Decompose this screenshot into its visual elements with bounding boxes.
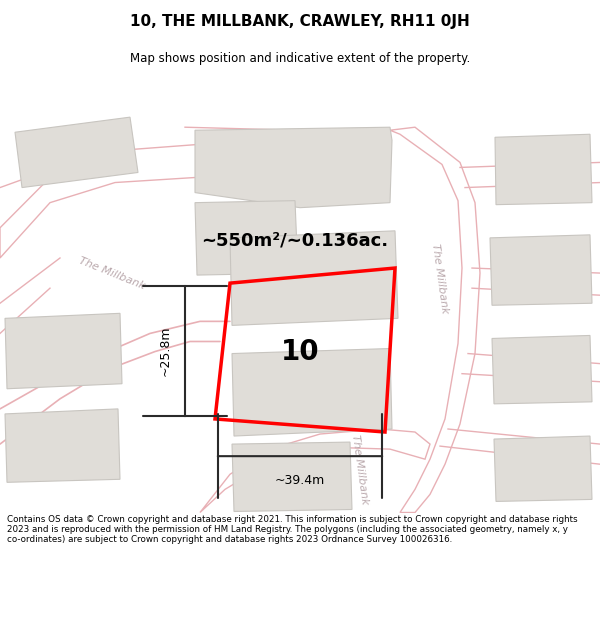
Polygon shape [232,349,392,436]
Text: 10, THE MILLBANK, CRAWLEY, RH11 0JH: 10, THE MILLBANK, CRAWLEY, RH11 0JH [130,14,470,29]
Polygon shape [0,144,385,258]
Text: ~25.8m: ~25.8m [158,326,172,376]
Polygon shape [200,429,430,512]
Text: Map shows position and indicative extent of the property.: Map shows position and indicative extent… [130,52,470,65]
Polygon shape [495,134,592,204]
Polygon shape [5,409,120,482]
Text: ~39.4m: ~39.4m [275,474,325,488]
Text: The Millbank: The Millbank [430,242,450,314]
Polygon shape [5,313,122,389]
Polygon shape [494,436,592,501]
Text: The Millbank: The Millbank [77,255,146,291]
Polygon shape [232,442,352,511]
Polygon shape [195,127,392,208]
Text: ~550m²/~0.136ac.: ~550m²/~0.136ac. [202,232,389,250]
Text: 10: 10 [281,338,319,366]
Text: The Millbank: The Millbank [350,434,370,505]
Polygon shape [492,336,592,404]
Polygon shape [490,235,592,305]
Polygon shape [15,117,138,188]
Text: Contains OS data © Crown copyright and database right 2021. This information is : Contains OS data © Crown copyright and d… [7,515,578,544]
Polygon shape [230,231,398,326]
Polygon shape [195,201,298,275]
Polygon shape [390,127,480,512]
